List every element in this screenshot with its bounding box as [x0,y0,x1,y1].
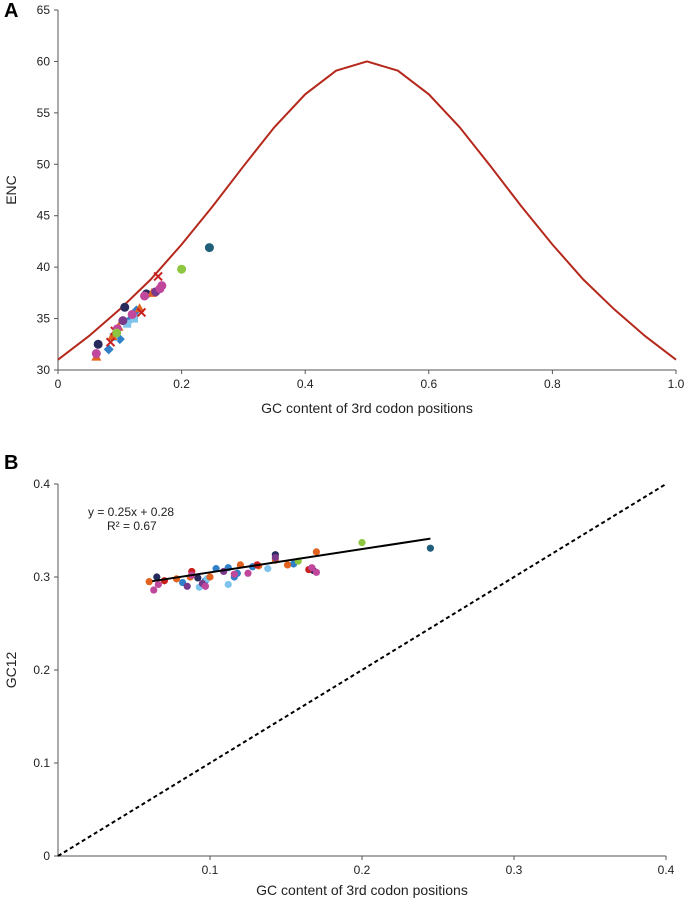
data-point-purple [183,582,191,590]
y-tick-label: 60 [37,54,51,68]
x-tick-label: 0.4 [297,377,314,391]
data-point-orange [283,561,292,569]
data-point-magenta [230,570,238,578]
regression-line [152,537,431,583]
y-tick-label: 0.1 [33,756,50,770]
x-axis-label: GC content of 3rd codon positions [261,400,473,416]
y-tick-label: 0 [43,849,50,863]
data-point-red [105,337,116,347]
data-point-navy [194,574,202,582]
data-point-lightblue [264,565,272,573]
y-tick-label: 35 [37,312,51,326]
panel-letter-a: A [4,0,19,22]
x-tick-label: 0.2 [173,377,190,391]
x-tick-label: 0.6 [420,377,437,391]
data-point-navy [120,302,130,312]
x-tick-label: 0.3 [506,863,523,877]
data-point-orange [312,548,320,556]
data-point-purple [118,316,128,326]
data-point-magenta [308,564,316,572]
data-point-magenta [312,568,320,576]
data-point-orange [134,303,145,313]
data-point-magenta [154,580,162,589]
data-point-lightblue [123,319,132,328]
y-tick-label: 65 [37,3,51,17]
y-tick-label: 30 [37,363,51,377]
y-tick-label: 55 [37,106,51,120]
data-point-teal [204,243,214,253]
data-point-magenta [127,309,137,319]
y-tick-label: 0.3 [33,570,50,584]
data-point-green [358,538,366,547]
data-point-orange [107,331,118,341]
y-tick-label: 50 [37,157,51,171]
enc-plot: 0 0.2 0.4 0.6 0.8 1.0 30 35 40 45 50 55 60 65 GC conte… [3,3,685,416]
data-point-green [112,328,122,338]
data-point-teal [426,544,434,552]
data-point-orange [206,573,214,581]
x-tick-label: 0.8 [544,377,561,391]
x-tick-label: 0.4 [658,863,675,877]
data-point-magenta [91,349,101,359]
data-point-navy [93,339,103,349]
data-point-magenta [201,582,210,590]
x-tick-label: 0.2 [354,863,371,877]
regression-equation: y = 0.25x + 0.28 [88,505,174,519]
data-point-lightblue [224,580,232,589]
x-axis-label: GC content of 3rd codon positions [256,882,468,898]
y-tick-label: 40 [37,260,51,274]
y-tick-label: 0.4 [33,477,50,491]
data-point-red [153,271,163,282]
expected-enc-curve [57,60,677,361]
data-point-red [136,307,147,318]
data-point-blue [103,344,114,355]
x-tick-label: 1.0 [668,377,685,391]
x-tick-label: 0 [55,377,62,391]
y-axis-label: ENC [3,175,19,205]
panel-letter-b: B [4,452,19,474]
y-tick-label: 0.2 [33,663,50,677]
data-point-magenta [140,291,150,301]
data-point-magenta [150,586,158,594]
data-point-lightblue [130,314,139,323]
y-tick-label: 45 [37,209,51,223]
data-point-orange [145,578,153,586]
regression-r-squared: R² = 0.67 [107,519,157,533]
data-point-magenta [157,281,167,291]
data-point-purple [271,553,279,562]
x-tick-label: 0.1 [202,863,219,877]
y-axis-label: GC12 [3,652,19,689]
data-point-magenta [244,569,252,577]
data-point-navy [153,573,161,581]
data-point-green [177,264,187,274]
